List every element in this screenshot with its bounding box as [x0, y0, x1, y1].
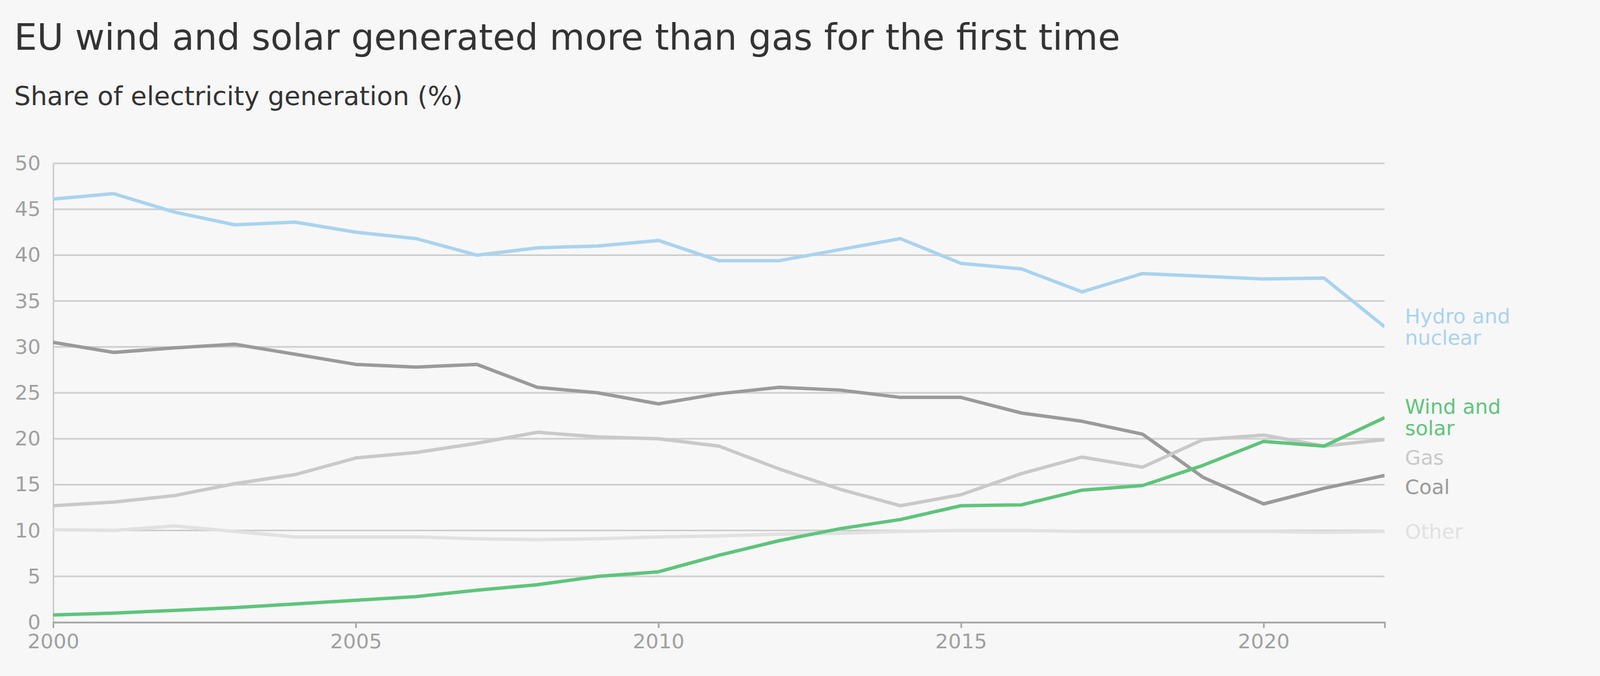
y-tick: 35	[14, 289, 54, 313]
grid-line	[53, 300, 1385, 302]
x-tick-label: 2015	[935, 629, 988, 654]
x-tick-label: 2010	[632, 629, 685, 654]
y-tick: 5	[27, 564, 54, 588]
x-tick-label: 2005	[330, 629, 383, 654]
x-tick: 2005	[330, 622, 383, 654]
series-label-line: nuclear	[1404, 326, 1482, 350]
series-line	[53, 525, 1385, 540]
series-labels: Hydro andnuclear Wind andsolar Gas Coal Othe…	[1404, 304, 1511, 544]
x-tick: 2020	[1238, 622, 1291, 654]
x-tick: 2010	[632, 622, 685, 654]
y-tick: 20	[14, 426, 54, 451]
series-label: Wind andsolar	[1404, 395, 1502, 440]
series-label: Gas	[1404, 446, 1444, 470]
series-line	[53, 417, 1385, 616]
y-tick-label: 20	[14, 426, 41, 451]
x-axis-line	[53, 623, 1386, 629]
background	[0, 0, 1600, 676]
y-tick-label: 50	[14, 151, 41, 175]
y-tick-label: 15	[14, 472, 41, 496]
series-label-line: Gas	[1404, 446, 1444, 470]
y-tick-label: 5	[27, 564, 41, 588]
grid	[53, 163, 1385, 623]
x-tick-mark	[960, 622, 963, 629]
grid-line	[53, 438, 1385, 440]
grid-line	[53, 254, 1385, 257]
y-tick: 10	[14, 519, 54, 543]
y-tick-label: 10	[14, 519, 41, 543]
y-tick-label: 45	[14, 197, 41, 221]
y-axis-line	[52, 163, 55, 624]
x-tick-mark	[355, 622, 357, 629]
grid-line	[53, 575, 1385, 578]
x-tick: 2000	[27, 622, 80, 654]
y-tick-label: 40	[14, 243, 41, 267]
series-label-line: solar	[1404, 416, 1455, 440]
series-line	[53, 432, 1385, 507]
subtitle: Share of electricity generation (%)	[14, 80, 463, 112]
series-label: Coal	[1404, 475, 1450, 499]
series-label: Other	[1404, 520, 1463, 544]
x-tick-mark	[657, 622, 660, 629]
grid-line	[53, 208, 1385, 211]
grid-line	[53, 162, 1385, 165]
x-tick-label: 2020	[1238, 629, 1291, 654]
series-line	[53, 193, 1385, 327]
x-tick-mark	[52, 622, 55, 629]
x-tick-mark	[1263, 622, 1265, 629]
y-tick: 40	[14, 243, 54, 267]
x-tick-label: 2000	[27, 629, 80, 654]
y-tick: 25	[14, 381, 54, 405]
series-label: Hydro andnuclear	[1404, 304, 1511, 350]
y-tick: 30	[14, 335, 54, 359]
x-axis: 2000 2005 2010 2015 2020	[27, 622, 1386, 654]
title: EU wind and solar generated more than ga…	[14, 16, 1120, 59]
y-tick-label: 35	[14, 289, 41, 313]
y-tick: 15	[14, 472, 54, 496]
plot-area	[53, 193, 1385, 616]
y-tick: 50	[14, 151, 54, 175]
y-tick: 45	[14, 197, 54, 221]
y-tick-label: 25	[14, 381, 41, 405]
x-tick: 2015	[935, 622, 988, 654]
series-label-line: Wind and	[1404, 395, 1502, 419]
y-tick-label: 30	[14, 335, 41, 359]
y-axis: 05101520253035404550	[14, 151, 54, 634]
chart: EU wind and solar generated more than ga…	[0, 0, 1600, 676]
grid-line	[53, 483, 1385, 486]
series-label-line: Other	[1404, 520, 1463, 544]
series-label-line: Coal	[1404, 475, 1450, 499]
series-label-line: Hydro and	[1404, 304, 1511, 328]
